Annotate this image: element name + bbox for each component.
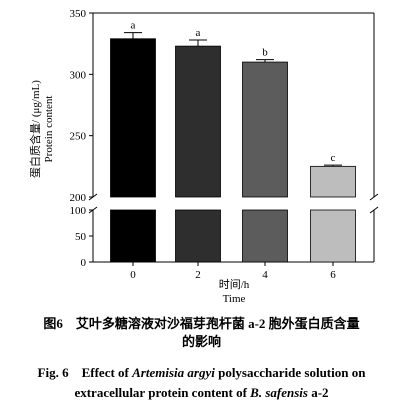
significance-letter: a <box>196 27 201 39</box>
caption-en-strain: B. safensis <box>250 385 308 400</box>
x-axis-title-zh: 时间/h <box>219 278 250 291</box>
y-tick-label: 200 <box>70 192 87 204</box>
caption-en-prefix: Fig. 6 Effect of <box>37 365 133 380</box>
caption-en-mid: polysaccharide solution on <box>214 365 366 380</box>
axis-break-mark <box>88 193 98 201</box>
y-tick-label: 0 <box>81 257 87 269</box>
y-tick-label: 100 <box>70 205 87 217</box>
caption-zh-line2: 的影响 <box>181 334 221 349</box>
bar-chart: 蛋白质含量/ (μg/mL) Protein content 050100200… <box>28 8 379 305</box>
caption-en-species: Artemisia argyi <box>132 365 215 380</box>
axis-break-mark <box>369 193 379 201</box>
bar-lower-segment <box>110 209 156 263</box>
bar <box>242 61 288 198</box>
axis-break-marks <box>88 193 379 214</box>
bar-lower-segment <box>310 209 356 263</box>
axis-break-mark <box>369 206 379 214</box>
x-axis-title-en: Time <box>223 293 246 305</box>
y-axis-title-zh: 蛋白质含量/ (μg/mL) <box>28 80 42 178</box>
x-tick-label: 0 <box>130 269 136 281</box>
x-tick-label: 6 <box>330 269 336 281</box>
bar-lower-segment <box>242 209 288 263</box>
significance-letter: c <box>331 152 336 164</box>
significance-letter: a <box>131 20 136 32</box>
bar-lower-segment <box>175 209 221 263</box>
caption-en: Fig. 6 Effect of Artemisia argyi polysac… <box>0 363 403 403</box>
bar <box>110 38 156 198</box>
y-tick-label: 50 <box>75 231 87 243</box>
y-tick-label: 300 <box>70 69 87 81</box>
x-ticks: 0 2 4 6 <box>130 262 336 281</box>
axis-break-mark <box>88 206 98 214</box>
caption-en-suffix: a-2 <box>307 385 329 400</box>
caption-zh-line1: 图6 艾叶多糖溶液对沙福芽孢杆菌 a-2 胞外蛋白质含量 <box>43 316 360 331</box>
x-tick-label: 4 <box>262 269 268 281</box>
y-axis-title-en: Protein content <box>43 96 55 163</box>
upper-axis-panel <box>92 12 375 197</box>
bar <box>175 45 221 198</box>
x-tick-label: 2 <box>195 269 201 281</box>
y-tick-label: 250 <box>70 131 87 143</box>
significance-letter: b <box>262 47 268 59</box>
bars: a a b c <box>110 20 356 263</box>
caption-zh: 图6 艾叶多糖溶液对沙福芽孢杆菌 a-2 胞外蛋白质含量 的影响 <box>0 315 403 351</box>
y-tick-label: 350 <box>70 8 87 20</box>
bar <box>310 165 356 198</box>
caption-en-line2-prefix: extracellular protein content of <box>74 385 251 400</box>
